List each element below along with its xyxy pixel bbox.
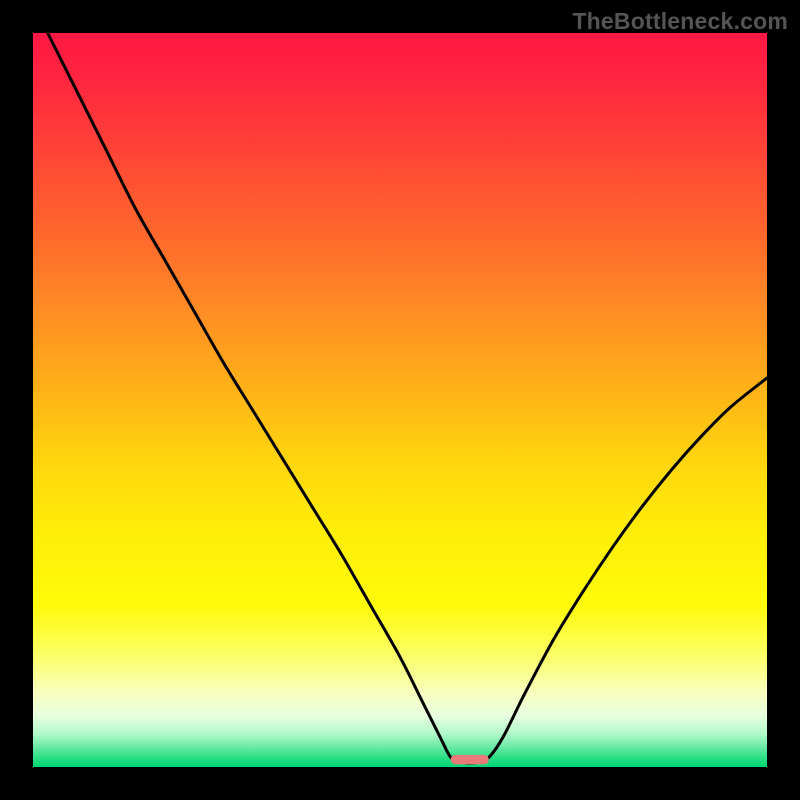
plot-area (33, 33, 767, 767)
watermark-text: TheBottleneck.com (572, 8, 788, 35)
chart-container: TheBottleneck.com (0, 0, 800, 800)
chart-svg (33, 33, 767, 767)
optimal-marker (451, 755, 489, 765)
